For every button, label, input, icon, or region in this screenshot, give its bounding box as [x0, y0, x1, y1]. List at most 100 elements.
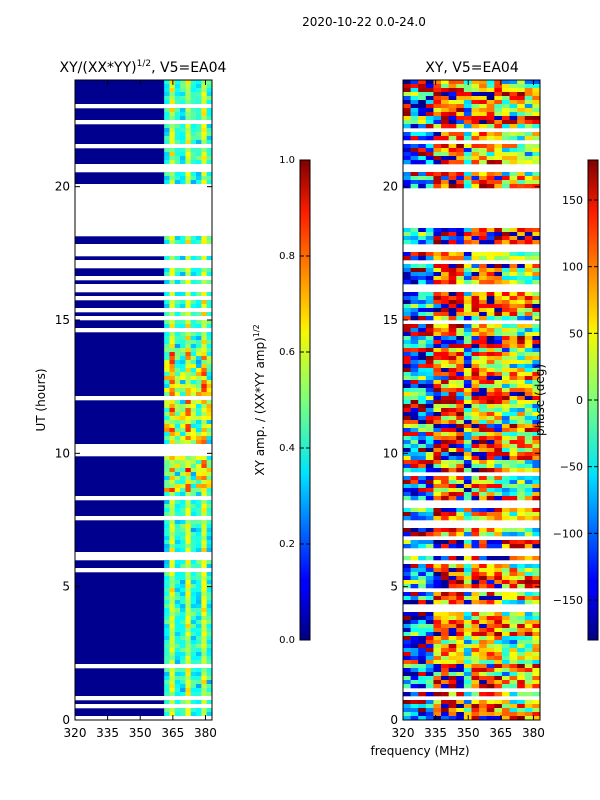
right-heat-cell	[501, 644, 510, 649]
left-heat-cell	[185, 564, 192, 569]
left-heat-cell	[206, 140, 213, 145]
left-heat-cell	[174, 112, 181, 117]
left-heat-cell	[185, 580, 192, 585]
right-heat-cell	[471, 652, 480, 657]
right-heat-cell	[517, 124, 526, 129]
right-heat-cell	[448, 104, 457, 109]
right-heat-cell	[433, 624, 442, 629]
right-heat-cell	[494, 656, 503, 661]
right-heat-cell	[441, 104, 449, 109]
right-heat-cell	[501, 612, 510, 617]
right-heat-cell	[517, 272, 526, 277]
right-heat-cell	[448, 456, 457, 461]
right-heat-cell	[463, 440, 472, 445]
right-heat-cell	[456, 596, 465, 601]
right-heat-cell	[509, 232, 518, 237]
right-heat-cell	[501, 708, 510, 713]
left-heat-cell	[164, 304, 170, 309]
right-heat-cell	[501, 392, 510, 397]
right-heat-cell	[403, 628, 411, 633]
right-heat-cell	[501, 264, 510, 269]
left-heat-cell	[169, 372, 176, 377]
right-heat-cell	[532, 380, 541, 385]
left-heat-cell	[174, 608, 181, 613]
right-heat-cell	[532, 624, 541, 629]
right-heat-cell	[456, 296, 465, 301]
right-heat-cell	[456, 308, 465, 313]
right-heat-cell	[494, 180, 503, 185]
right-heat-cell	[479, 612, 488, 617]
left-heat-cell	[206, 88, 213, 93]
right-heat-cell	[532, 436, 541, 441]
left-heat-cell	[164, 300, 170, 305]
right-heat-cell	[456, 436, 465, 441]
right-heat-cell	[486, 592, 495, 597]
left-heat-cell	[185, 156, 192, 161]
left-heat-cell	[185, 612, 192, 617]
right-heat-cell	[501, 624, 510, 629]
left-heat-cell	[185, 340, 192, 345]
left-heat-cell	[169, 640, 176, 645]
right-heat-cell	[517, 676, 526, 681]
left-heat-cell	[180, 384, 186, 389]
left-heat-cell	[169, 156, 176, 161]
left-heat-cell	[180, 492, 186, 497]
right-heat-cell	[418, 648, 427, 653]
left-heat-cell	[206, 160, 213, 165]
right-heat-cell	[501, 444, 510, 449]
right-heat-cell	[486, 228, 495, 233]
right-heat-cell	[509, 600, 518, 605]
right-heat-cell	[403, 600, 411, 605]
left-heat-cell	[185, 676, 192, 681]
right-heat-cell	[418, 88, 427, 93]
right-heat-cell	[524, 264, 533, 269]
right-heat-cell	[433, 340, 442, 345]
right-heat-cell	[418, 700, 427, 705]
right-heat-cell	[410, 92, 419, 97]
right-heat-cell	[433, 508, 442, 513]
left-heat-cell	[190, 632, 197, 637]
left-heat-cell	[206, 352, 213, 357]
right-heat-cell	[501, 464, 510, 469]
left-heat-cell	[206, 680, 213, 685]
right-heat-cell	[433, 176, 442, 181]
left-flagged-row	[75, 296, 212, 301]
right-heat-cell	[463, 272, 472, 277]
left-heat-cell	[174, 100, 181, 105]
right-heat-cell	[463, 684, 472, 689]
left-heat-cell	[174, 432, 181, 437]
right-heat-cell	[410, 304, 419, 309]
right-heat-cell	[456, 176, 465, 181]
right-panel-title: XY, V5=EA04	[425, 60, 519, 76]
right-heat-cell	[494, 92, 503, 97]
left-heat-cell	[201, 600, 207, 605]
right-heat-cell	[479, 644, 488, 649]
right-heat-cell	[471, 460, 480, 465]
left-heat-cell	[164, 92, 170, 97]
right-heat-cell	[524, 372, 533, 377]
right-heat-cell	[403, 136, 411, 141]
right-heat-cell	[501, 368, 510, 373]
left-heat-cell	[196, 136, 202, 141]
right-heat-cell	[524, 584, 533, 589]
right-heat-cell	[410, 264, 419, 269]
right-heat-cell	[441, 312, 449, 317]
right-heat-cell	[410, 612, 419, 617]
right-heat-cell	[532, 344, 541, 349]
right-heat-cell	[486, 136, 495, 141]
right-heat-cell	[486, 436, 495, 441]
left-heat-cell	[196, 80, 202, 85]
left-heat-cell	[164, 528, 170, 533]
left-heat-cell	[196, 428, 202, 433]
right-heat-cell	[494, 676, 503, 681]
right-heat-cell	[524, 268, 533, 273]
right-heat-cell	[532, 652, 541, 657]
left-heat-cell	[164, 632, 170, 637]
right-heat-cell	[410, 528, 419, 533]
right-heat-cell	[403, 632, 411, 637]
right-heat-cell	[517, 236, 526, 241]
left-heat-cell	[169, 588, 176, 593]
left-heat-cell	[180, 608, 186, 613]
right-heat-cell	[448, 384, 457, 389]
